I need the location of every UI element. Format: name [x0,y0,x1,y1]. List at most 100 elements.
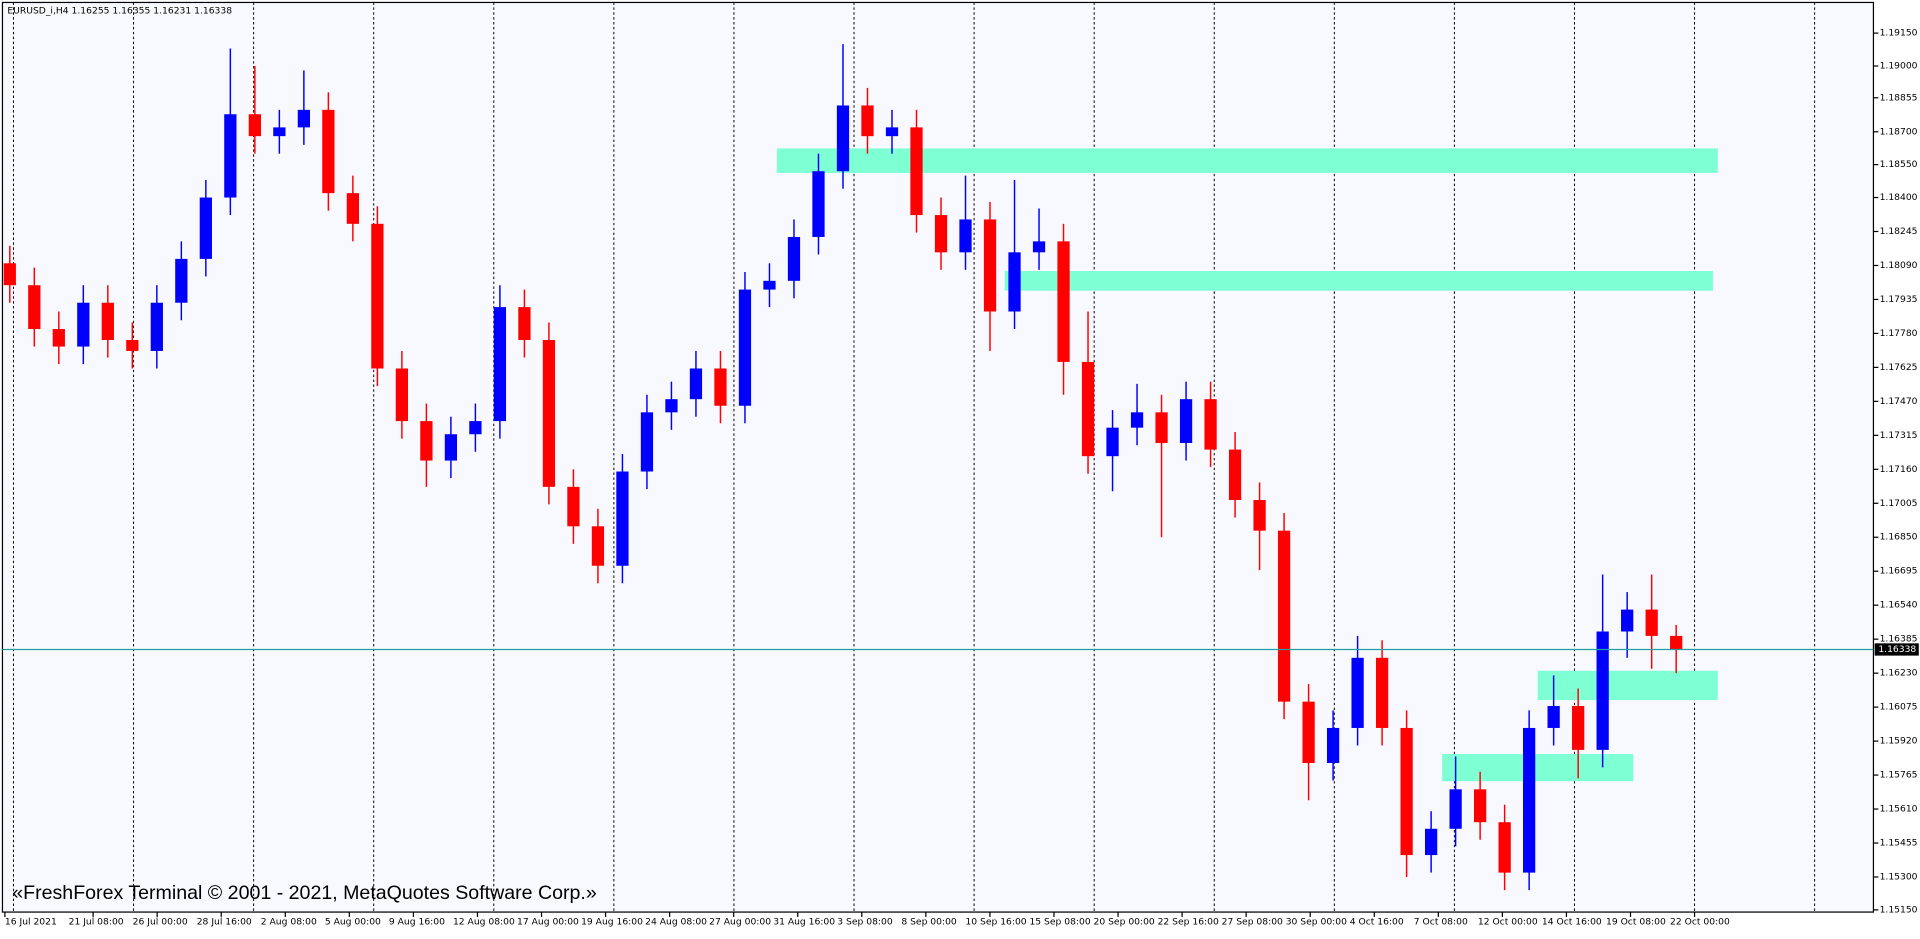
candles [3,44,1683,891]
candle-body [665,399,678,413]
chart-header: EURUSD_i,H4 1.16255 1.16355 1.16231 1.16… [7,6,232,17]
x-tick-label: 15 Sep 08:00 [1029,916,1090,927]
x-tick-label: 30 Sep 00:00 [1286,916,1347,927]
candle-body [787,236,801,281]
candle-body [542,339,556,487]
candle-body [1106,427,1119,457]
candle-body [567,486,580,527]
candle-body [959,219,972,253]
candle-body [1155,412,1168,444]
candle-body [1277,530,1291,702]
x-tick-label: 26 Jul 00:00 [133,916,188,927]
y-tick-label: 1.18700 [1880,126,1918,137]
candle-body [175,258,188,303]
y-tick-label: 1.17315 [1880,430,1918,441]
x-tick-label: 22 Sep 16:00 [1158,916,1219,927]
y-tick-label: 1.16230 [1880,668,1918,679]
candle-body [689,368,703,400]
zone [776,148,1718,173]
x-tick-label: 19 Aug 16:00 [581,916,643,927]
x-tick-label: 24 Aug 08:00 [645,916,707,927]
candle-body [1621,609,1634,632]
candle-body [444,434,458,461]
candle-body [1228,449,1242,500]
y-tick-label: 1.17005 [1880,498,1918,509]
y-tick-label: 1.16075 [1880,702,1918,713]
y-tick-label: 1.15765 [1880,770,1918,781]
candle-body [1474,789,1487,823]
x-tick-label: 27 Sep 08:00 [1222,916,1283,927]
candle-body [1375,657,1389,728]
candle-body [616,471,629,566]
zone [1537,670,1718,701]
candle-body [1179,399,1193,444]
y-tick-label: 1.18090 [1880,260,1918,271]
candle-body [885,127,899,137]
candle-body [1400,727,1413,856]
candle-body [322,109,335,194]
candle-body [469,421,482,435]
x-tick-label: 2 Aug 08:00 [261,916,317,927]
copyright: «FreshForex Terminal © 2001 - 2021, Meta… [12,882,597,904]
x-tick-label: 8 Sep 00:00 [901,916,957,927]
y-tick-label: 1.18245 [1880,226,1918,237]
candle-body [1424,828,1438,856]
candle-body [52,329,65,347]
candle-body [1523,727,1536,873]
candle-body [812,171,825,237]
zones [776,148,1718,782]
candle-body [1670,635,1683,650]
y-tick-label: 1.18400 [1880,192,1918,203]
candle-body [1498,822,1511,873]
x-tick-label: 16 Jul 2021 [5,916,57,927]
candle-body [248,114,261,137]
candle-body [493,307,507,422]
x-tick-label: 9 Aug 16:00 [389,916,445,927]
y-tick-label: 1.15300 [1880,871,1918,882]
candle-body [738,289,752,406]
candle-body [518,307,531,340]
y-tick-label: 1.15150 [1880,904,1918,915]
candle-body [1547,706,1560,728]
y-tick-label: 1.18855 [1880,92,1918,103]
candle-body [861,105,874,137]
candle-body [836,105,850,172]
candle-body [1008,252,1021,312]
axes: 1.19150 1.19000 1.18855 1.18700 1.18550 1.184… [2,28,1919,927]
x-tick-label: 7 Oct 08:00 [1414,916,1468,927]
x-tick-label: 28 Jul 16:00 [197,916,252,927]
x-tick-label: 17 Aug 00:00 [517,916,579,927]
y-tick-label: 1.15455 [1880,838,1918,849]
x-tick-label: 27 Aug 00:00 [709,916,771,927]
candle-body [1596,631,1609,750]
y-tick-label: 1.16540 [1880,600,1918,611]
x-tick-label: 5 Aug 00:00 [325,916,381,927]
candle-body [1130,412,1144,428]
candle-body [28,285,41,330]
candle-body [395,368,409,422]
zone [1004,270,1713,291]
y-tick-label: 1.17935 [1880,294,1918,305]
x-tick-label: 19 Oct 08:00 [1606,916,1666,927]
candle-body [591,526,605,566]
candle-body [77,302,90,347]
candle-body [420,421,433,461]
candle-body [1302,701,1315,764]
y-tick-label: 1.17160 [1880,464,1918,475]
candle-body [126,339,139,351]
y-tick-label: 1.16385 [1880,634,1918,645]
candle-body [763,280,776,290]
candle-body [297,109,310,128]
candle-body [1081,361,1095,457]
x-tick-label: 12 Aug 08:00 [453,916,515,927]
y-tick-label: 1.17780 [1880,328,1918,339]
x-tick-label: 14 Oct 16:00 [1542,916,1602,927]
candle-body [3,263,16,286]
y-tick-label: 1.17470 [1880,396,1918,407]
candle-body [150,302,163,351]
x-tick-label: 20 Sep 00:00 [1094,916,1155,927]
candle-body [1204,399,1217,450]
y-tick-label: 1.18550 [1880,159,1918,170]
